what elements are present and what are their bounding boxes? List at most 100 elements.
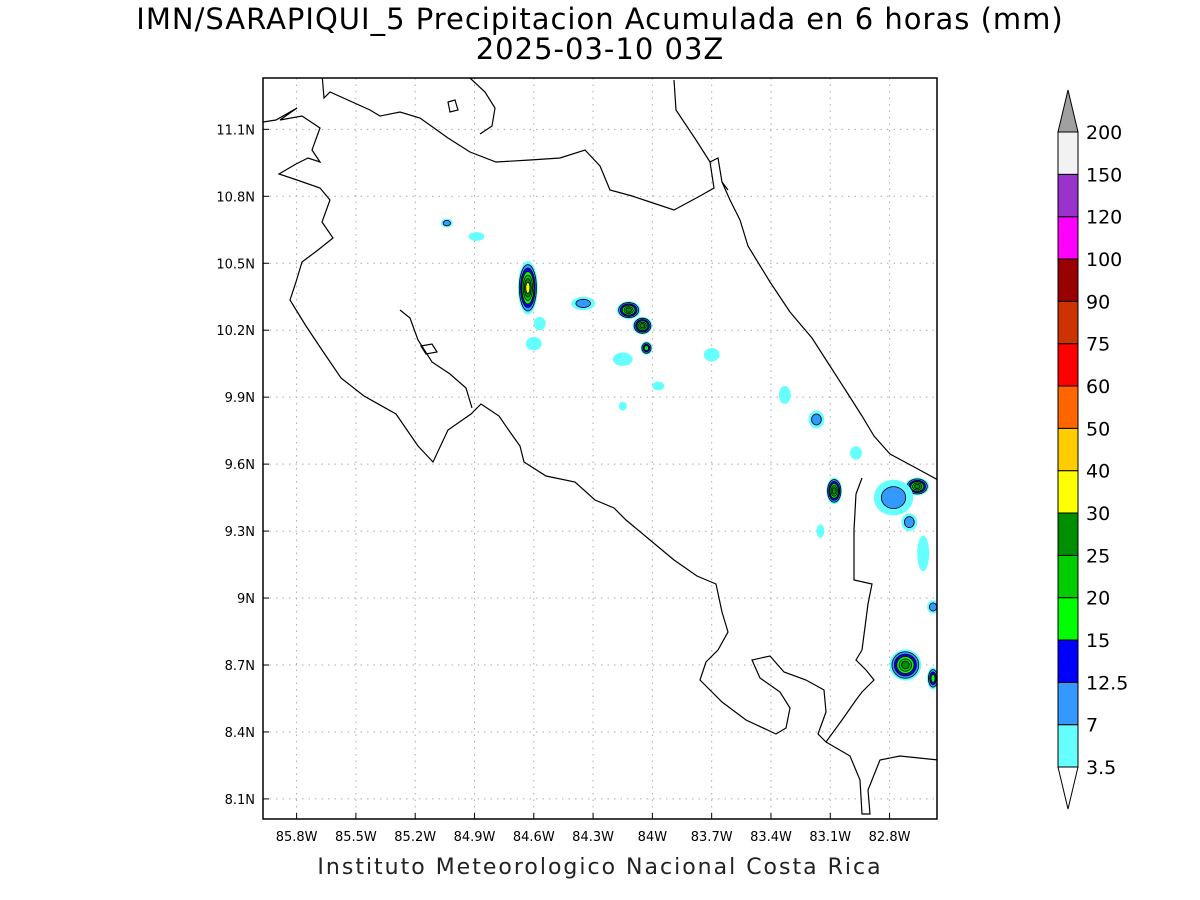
map-grid — [263, 78, 937, 819]
map-title: IMN/SARAPIQUI_5 Precipitacion Acumulada … — [136, 2, 1064, 36]
lon-tick-label: 85.8W — [276, 830, 318, 845]
map-axes: 85.8W 85.5W 85.2W 84.9W 84.6W 84.3W 84W 83.7W 83… — [216, 123, 910, 845]
precip-cell — [901, 513, 918, 532]
colorbar-bin — [1057, 131, 1079, 175]
precip-cell — [927, 600, 937, 614]
colorbar-label: 30 — [1086, 503, 1110, 525]
lon-tick-label: 84.3W — [572, 830, 614, 845]
lon-tick-label: 84.9W — [454, 830, 496, 845]
precip-contour — [850, 446, 862, 460]
colorbar-bin — [1057, 512, 1079, 556]
map-subtitle: 2025-03-10 03Z — [475, 32, 725, 66]
precip-cell — [468, 232, 485, 241]
lat-tick-label: 9.3N — [225, 525, 255, 540]
colorbar-label: 20 — [1086, 588, 1110, 610]
precip-contour — [917, 535, 930, 572]
precip-contour — [575, 298, 591, 308]
lat-tick-label: 10.5N — [216, 257, 255, 272]
colorbar-bin — [1057, 724, 1079, 768]
lat-tick-label: 8.7N — [225, 659, 255, 674]
footer-credit: Instituto Meteorologico Nacional Costa R… — [317, 855, 883, 880]
precip-contour — [525, 336, 542, 351]
precip-contour — [831, 487, 837, 495]
colorbar-bin — [1057, 470, 1079, 514]
precip-cell — [808, 410, 825, 429]
colorbar-bin — [1057, 258, 1079, 302]
precip-cell — [652, 381, 665, 391]
coastline-borders — [263, 78, 937, 815]
colorbar-bin — [1057, 681, 1079, 726]
precip-contour — [904, 516, 915, 529]
precip-contour — [625, 307, 632, 313]
lat-tick-label: 10.2N — [216, 324, 255, 339]
colorbar-label: 40 — [1086, 461, 1110, 483]
colorbar-bin — [1057, 385, 1079, 429]
colorbar-bin — [1057, 427, 1079, 472]
precip-cell — [778, 386, 791, 404]
colorbar: 3.5 7 12.5 15 20 25 30 40 50 60 75 90 100 120 150 200 — [1057, 89, 1128, 810]
colorbar-label: 50 — [1086, 418, 1110, 440]
colorbar-over-triangle — [1057, 89, 1079, 133]
precip-contour — [811, 413, 822, 426]
lon-tick-label: 84.6W — [513, 830, 555, 845]
colorbar-bin — [1057, 300, 1079, 345]
lat-tick-label: 8.1N — [225, 793, 255, 808]
precip-contour — [778, 386, 791, 404]
lon-tick-label: 82.8W — [869, 830, 911, 845]
precip-contour — [703, 348, 720, 362]
lat-tick-label: 11.1N — [216, 123, 255, 138]
colorbar-label: 60 — [1086, 376, 1110, 398]
precip-contour — [612, 352, 633, 366]
precip-cell — [632, 316, 653, 335]
colorbar-label: 90 — [1086, 291, 1110, 313]
precip-cell — [525, 336, 542, 351]
colorbar-label: 7 — [1086, 715, 1098, 737]
colorbar-under-triangle — [1057, 766, 1079, 810]
precip-cell — [616, 301, 641, 320]
precip-contour — [525, 281, 531, 294]
precip-cell — [618, 401, 627, 411]
colorbar-bin — [1057, 216, 1079, 260]
lat-tick-label: 9.6N — [225, 458, 255, 473]
lon-tick-label: 85.5W — [335, 830, 377, 845]
map-frame — [262, 77, 938, 820]
precip-cell — [889, 649, 922, 681]
colorbar-label: 15 — [1086, 630, 1110, 652]
precip-contour — [901, 660, 910, 670]
precip-cell — [517, 261, 538, 315]
lon-tick-label: 84W — [638, 830, 668, 845]
precip-cell — [873, 479, 914, 516]
precip-cell — [826, 477, 843, 505]
precip-cell — [917, 535, 930, 572]
colorbar-label: 75 — [1086, 334, 1110, 356]
colorbar-bin — [1057, 639, 1079, 683]
colorbar-label: 200 — [1086, 122, 1122, 144]
precip-contour — [652, 381, 665, 391]
precip-cell — [816, 524, 825, 538]
precip-cell — [850, 446, 862, 460]
precip-cell — [612, 352, 633, 366]
colorbar-label: 3.5 — [1086, 757, 1116, 779]
precip-cell — [571, 296, 596, 311]
precip-contour — [928, 602, 937, 612]
precip-cell — [905, 477, 930, 496]
lat-tick-label: 9N — [237, 592, 255, 607]
colorbar-bin — [1057, 554, 1079, 599]
precip-cell — [533, 316, 546, 331]
precip-contour — [639, 323, 646, 329]
colorbar-label: 12.5 — [1086, 672, 1128, 694]
precip-contour — [880, 486, 907, 509]
colorbar-bin — [1057, 173, 1079, 218]
precip-contour — [618, 401, 627, 411]
precip-contour — [913, 483, 921, 490]
lat-tick-label: 9.9N — [225, 391, 255, 406]
colorbar-label: 150 — [1086, 164, 1122, 186]
precip-contour — [468, 232, 485, 241]
colorbar-label: 25 — [1086, 545, 1110, 567]
precip-cell — [927, 667, 937, 690]
precip-contour — [816, 524, 825, 538]
precip-cell — [440, 218, 453, 228]
precip-contour — [533, 316, 546, 331]
colorbar-bin — [1057, 343, 1079, 387]
